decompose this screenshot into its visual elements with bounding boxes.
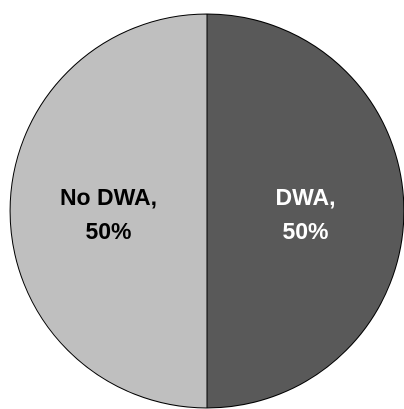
labels-layer: DWA, 50% No DWA, 50% — [60, 184, 336, 244]
slices-layer — [9, 13, 404, 409]
slice-category-text: No DWA, — [60, 184, 157, 210]
slice-label-dwa: DWA, 50% — [275, 184, 335, 244]
slice-label-no-dwa: No DWA, 50% — [60, 184, 157, 244]
pie-slice-dwa — [206, 13, 404, 409]
slice-category-text: DWA, — [275, 184, 335, 210]
slice-percent-text: 50% — [282, 218, 328, 244]
slice-percent-text: 50% — [85, 218, 131, 244]
pie-slice-no-dwa — [9, 13, 208, 409]
